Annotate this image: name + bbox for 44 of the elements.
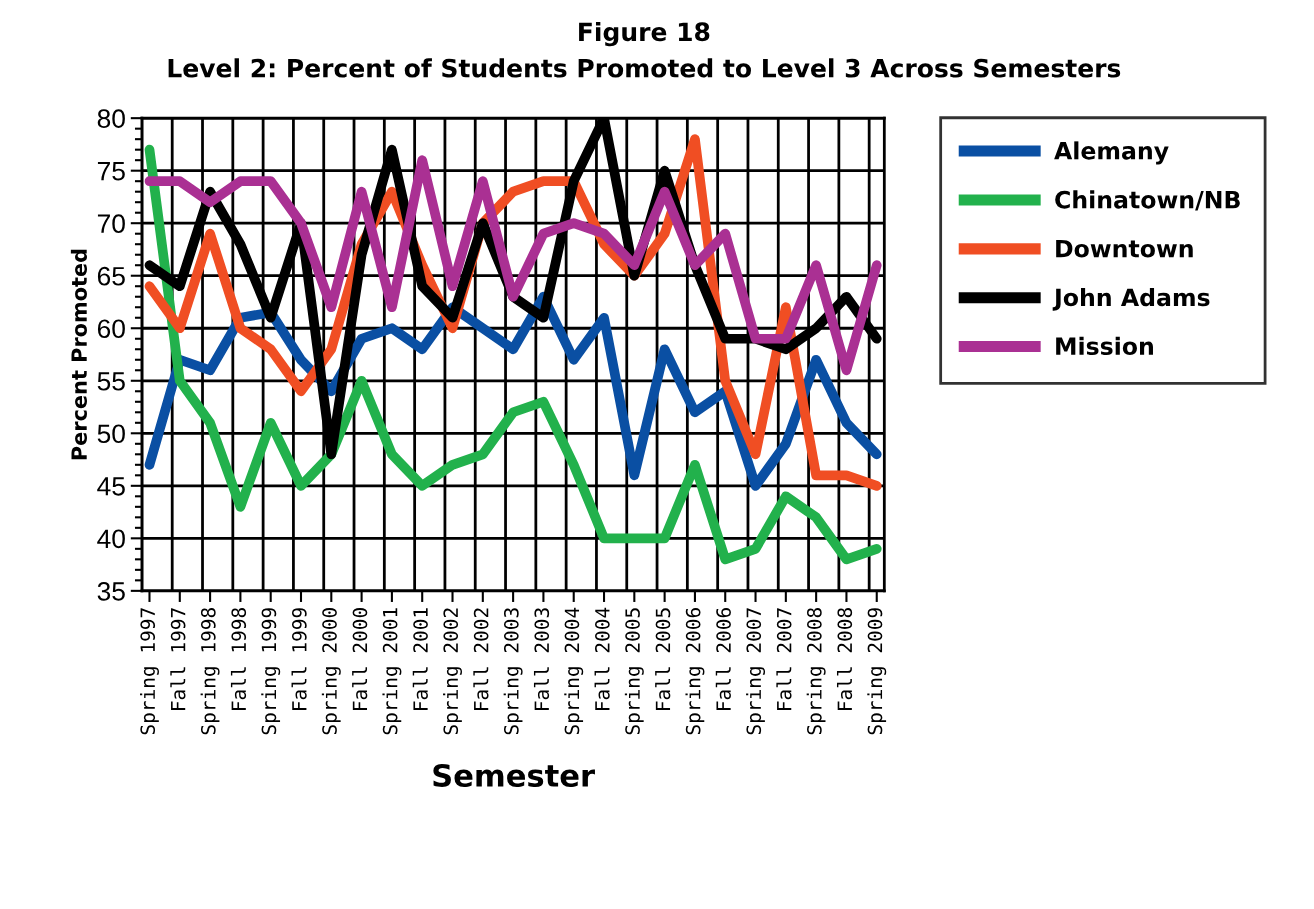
legend-label: Alemany <box>1054 141 1169 165</box>
x-tick-label: Fall 2003 <box>533 608 550 710</box>
x-tick-label: Fall 1999 <box>291 608 307 710</box>
y-tick-label: 70 <box>97 214 125 234</box>
legend-label: Downtown <box>1056 239 1193 258</box>
x-tick-label: Fall 2005 <box>655 608 671 710</box>
x-tick-label: Spring 2007 <box>746 608 766 735</box>
y-tick-label: 55 <box>97 372 125 391</box>
x-tick-label: Fall 2004 <box>594 607 610 710</box>
legend-label: John Adams <box>1052 288 1210 311</box>
x-tick-label: Fall 1997 <box>170 608 186 710</box>
chart-title: Figure 18 <box>579 21 710 47</box>
y-axis-title: Percent Promoted <box>70 249 87 460</box>
x-tick-label: Fall 2008 <box>836 608 853 710</box>
x-tick-label: Fall 2000 <box>352 608 368 710</box>
y-tick-label: 80 <box>97 109 125 128</box>
x-tick-label: Spring 2008 <box>806 608 826 735</box>
x-tick-label: Fall 1998 <box>230 608 247 710</box>
x-tick-label: Spring 1998 <box>200 608 220 735</box>
y-tick-label: 75 <box>97 162 125 181</box>
x-tick-label: Spring 2000 <box>321 608 341 735</box>
x-tick-label: Spring 2009 <box>867 608 887 735</box>
x-tick-label: Spring 2001 <box>382 608 402 735</box>
x-tick-label: Spring 1997 <box>140 608 159 735</box>
x-tick-label: Spring 2005 <box>624 608 644 735</box>
x-tick-label: Fall 2007 <box>776 608 792 710</box>
x-tick-label: Spring 2002 <box>443 608 462 735</box>
x-tick-label: Fall 2001 <box>412 608 428 710</box>
y-tick-label: 60 <box>97 319 125 339</box>
y-tick-label: 40 <box>97 529 125 549</box>
x-tick-label: Fall 2006 <box>715 608 731 710</box>
x-tick-label: Spring 2003 <box>503 608 523 735</box>
legend-label: Mission <box>1056 336 1153 356</box>
y-tick-label: 35 <box>97 581 125 601</box>
x-axis-title: Semester <box>433 763 595 788</box>
chart-subtitle: Level 2: Percent of Students Promoted to Level 3 Across Semesters <box>168 58 1121 78</box>
x-tick-label: Fall 2002 <box>473 608 489 710</box>
x-tick-label: Spring 2004 <box>564 607 584 735</box>
legend-label: Chinatown/NB <box>1055 190 1240 211</box>
x-tick-label: Spring 2006 <box>685 608 705 735</box>
y-tick-label: 45 <box>97 477 125 496</box>
y-tick-label: 50 <box>97 424 125 444</box>
x-tick-label: Spring 1999 <box>261 608 281 735</box>
y-tick-label: 65 <box>97 266 125 286</box>
